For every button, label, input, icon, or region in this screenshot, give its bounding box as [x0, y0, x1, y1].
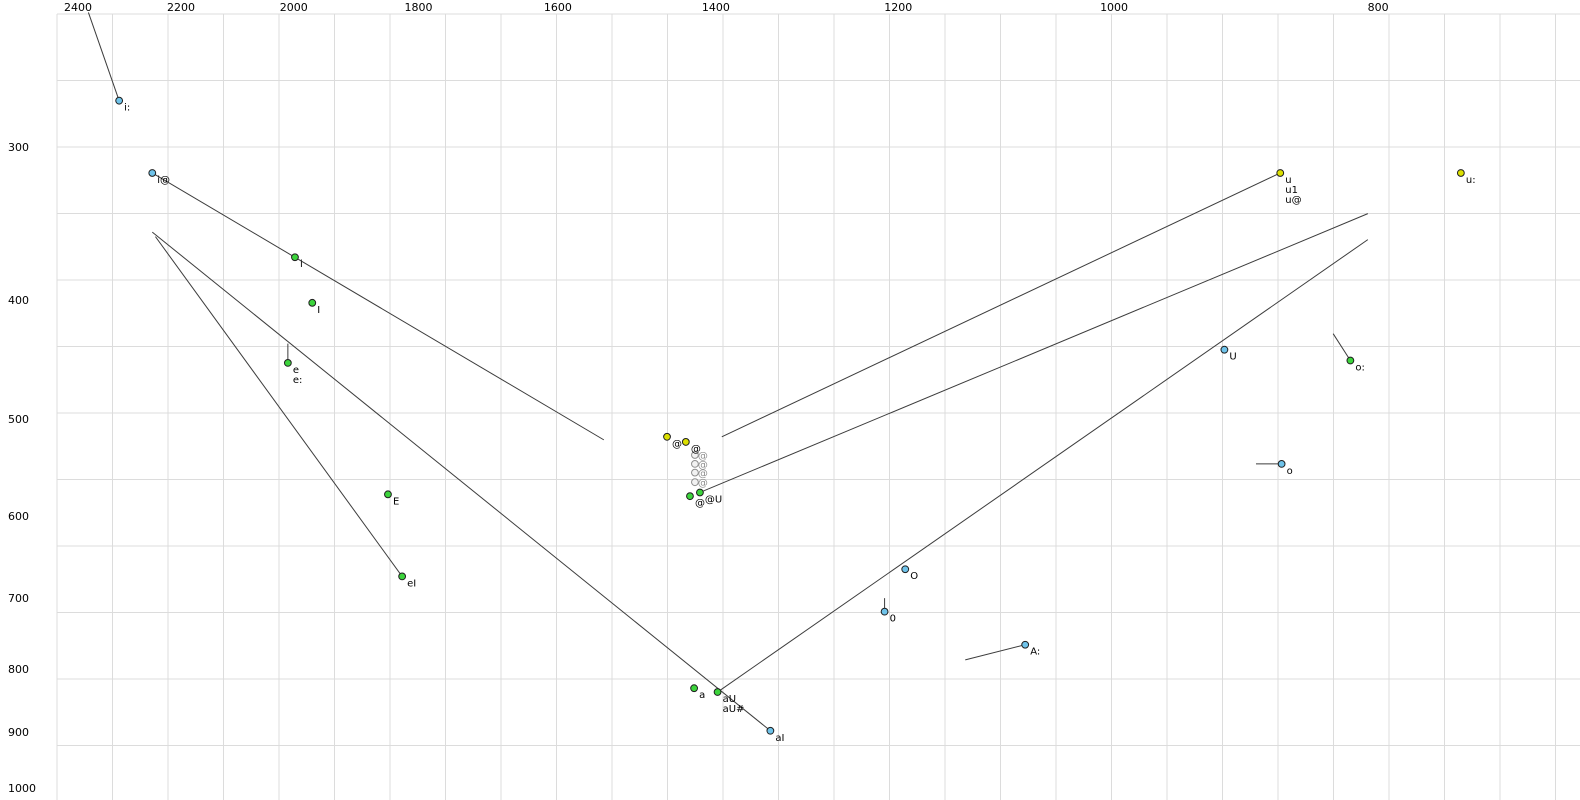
data-point: [696, 488, 704, 497]
y-axis-tick-label: 500: [8, 413, 29, 426]
point-label: O: [910, 571, 918, 582]
x-axis-tick-label: 1600: [544, 1, 572, 14]
point-label: @: [691, 444, 701, 455]
point-label: u1: [1285, 185, 1298, 196]
trajectory-line: [152, 172, 605, 441]
trajectory-line: [87, 12, 120, 101]
x-axis-tick-label: 1800: [404, 1, 432, 14]
data-point: [1456, 169, 1465, 177]
point-label: e: [293, 365, 299, 376]
trajectory-line: [1332, 333, 1351, 361]
y-axis-tick-label: 700: [8, 592, 29, 605]
data-point: [686, 492, 694, 501]
point-label: aU#: [723, 704, 745, 715]
point-label: aU: [723, 694, 736, 705]
data-point: [681, 438, 690, 446]
point-label: @: [672, 439, 682, 450]
y-axis-tick-label: 600: [8, 510, 29, 523]
data-point: [115, 96, 124, 105]
x-axis-tick-label: 800: [1368, 1, 1389, 14]
point-label: aI: [775, 733, 784, 744]
point-label: o: [1287, 466, 1293, 477]
point-label: e:: [293, 375, 303, 386]
point-label: @: [698, 460, 708, 471]
data-point: [691, 468, 699, 477]
y-axis-tick-label: 400: [8, 294, 29, 307]
y-axis-tick-label: 1000: [8, 782, 36, 795]
data-point: [283, 358, 292, 367]
point-label: @: [698, 451, 708, 462]
data-point: [1021, 640, 1030, 649]
trajectory-line: [155, 236, 403, 577]
data-point: [690, 684, 698, 693]
point-label: i:: [124, 103, 130, 114]
data-point: [1220, 345, 1229, 354]
trajectory-line: [699, 213, 1369, 493]
point-label: @: [695, 498, 705, 509]
x-axis-tick-label: 2400: [64, 1, 92, 14]
point-label: I: [317, 305, 320, 316]
point-label: u:: [1466, 175, 1476, 186]
data-point: [398, 572, 407, 581]
data-point: [713, 688, 722, 696]
point-label: eI: [407, 578, 416, 589]
data-point: [1277, 459, 1286, 468]
trajectory-line: [721, 172, 1281, 438]
point-label: U: [1229, 352, 1236, 363]
x-axis-tick-label: 1400: [702, 1, 730, 14]
data-point: [384, 490, 392, 499]
data-point: [308, 298, 317, 307]
x-axis-tick-label: 2000: [280, 1, 308, 14]
point-label: i@: [157, 175, 170, 186]
point-label: @: [698, 469, 708, 480]
point-label: a: [699, 690, 705, 701]
point-label: u: [1285, 175, 1291, 186]
data-point: [1346, 356, 1355, 365]
x-axis-tick-label: 1200: [884, 1, 912, 14]
data-point: [691, 459, 699, 468]
point-label: o:: [1355, 363, 1365, 374]
point-label: E: [393, 496, 399, 507]
y-axis-tick-label: 300: [8, 141, 29, 154]
data-point: [291, 253, 299, 262]
y-axis-tick-label: 900: [8, 726, 29, 739]
point-label: @: [698, 478, 708, 489]
data-point: [880, 607, 889, 616]
point-label: 0: [890, 614, 896, 625]
point-label: u@: [1285, 195, 1301, 206]
data-point: [691, 451, 699, 459]
data-point: [766, 726, 775, 735]
data-point: [148, 169, 157, 177]
trajectory-line: [717, 239, 1369, 693]
data-point: [663, 432, 671, 441]
trajectory-line: [151, 231, 771, 732]
trajectory-line: [965, 644, 1026, 661]
y-axis-tick-label: 800: [8, 663, 29, 676]
point-label: i: [300, 259, 303, 270]
data-point: [901, 565, 910, 574]
x-axis-tick-label: 2200: [167, 1, 195, 14]
point-label: @U: [705, 494, 722, 505]
point-label: A:: [1030, 647, 1040, 658]
data-point: [691, 478, 699, 487]
x-axis-tick-label: 1000: [1100, 1, 1128, 14]
data-point: [1276, 169, 1285, 177]
